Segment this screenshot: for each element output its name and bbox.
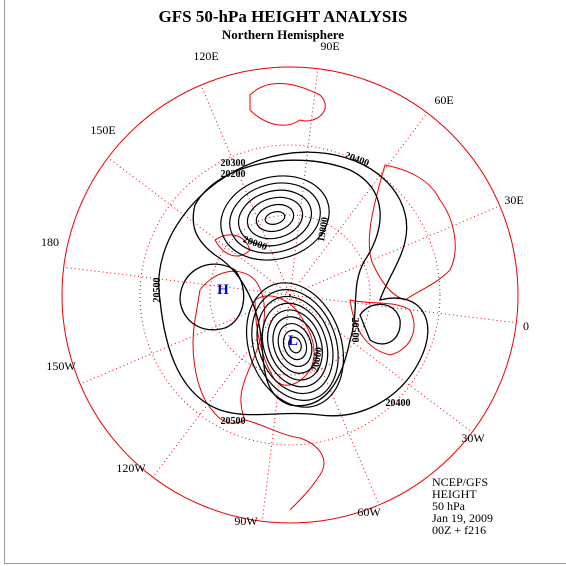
contour [220, 175, 330, 261]
contour [246, 196, 304, 240]
map-subtitle: Northern Hemisphere [222, 27, 344, 42]
contour-label: 20400 [386, 398, 411, 409]
contour [359, 303, 401, 345]
longitude-label: 180 [41, 235, 59, 249]
longitude-label: 30W [461, 431, 485, 445]
contour-label: 20300 [221, 158, 246, 169]
contour [229, 182, 321, 254]
coastline [244, 419, 325, 511]
footer-line: HEIGHT [432, 487, 477, 501]
contour [251, 289, 339, 401]
longitude-label: 30E [504, 193, 523, 207]
contour-label: 20200 [221, 169, 246, 180]
contour-label: 19800 [316, 216, 331, 243]
contour [256, 295, 334, 395]
map-title: GFS 50-hPa HEIGHT ANALYSIS [159, 7, 408, 26]
contour-label: 20500 [349, 318, 360, 343]
latitude-circle [139, 144, 441, 446]
contour [261, 302, 329, 388]
labels: GFS 50-hPa HEIGHT ANALYSIS Northern Hemi… [41, 7, 529, 537]
equator [61, 66, 519, 524]
contour [264, 211, 286, 225]
contour [158, 151, 429, 417]
high-center: H [217, 282, 229, 298]
footer-line: 50 hPa [432, 499, 466, 513]
contour [245, 282, 345, 408]
footer-line: Jan 19, 2009 [432, 511, 493, 525]
longitude-label: 90E [320, 39, 339, 53]
longitude-label: 120E [193, 49, 218, 63]
contour [255, 203, 295, 233]
contour-label: 20000 [310, 346, 325, 373]
longitude-label: 60E [434, 93, 453, 107]
coastline [368, 164, 456, 301]
contour [277, 323, 313, 367]
contour [179, 263, 245, 331]
contour [288, 336, 302, 354]
coastline [349, 299, 415, 356]
longitude-label: 150E [90, 123, 115, 137]
contour [272, 316, 318, 374]
coastline [249, 82, 326, 126]
contour [237, 189, 313, 247]
coastline [192, 270, 265, 424]
low-contours [220, 175, 345, 408]
longitude-label: 150W [46, 359, 76, 373]
longitude-label: 120W [116, 461, 146, 475]
contour-label: 20500 [221, 416, 246, 427]
height-contours [158, 151, 429, 417]
contour [267, 309, 323, 381]
map-grid [61, 66, 519, 524]
footer-line: 00Z + f216 [432, 523, 486, 537]
longitude-label: 60W [357, 505, 381, 519]
latitude-circle [209, 214, 371, 376]
low-center: L [288, 333, 298, 349]
footer-line: NCEP/GFS [432, 475, 488, 489]
contour [282, 329, 308, 361]
longitude-label: 90W [234, 514, 258, 528]
longitude-label: 0 [523, 319, 529, 333]
contour-label: 20500 [152, 278, 163, 303]
